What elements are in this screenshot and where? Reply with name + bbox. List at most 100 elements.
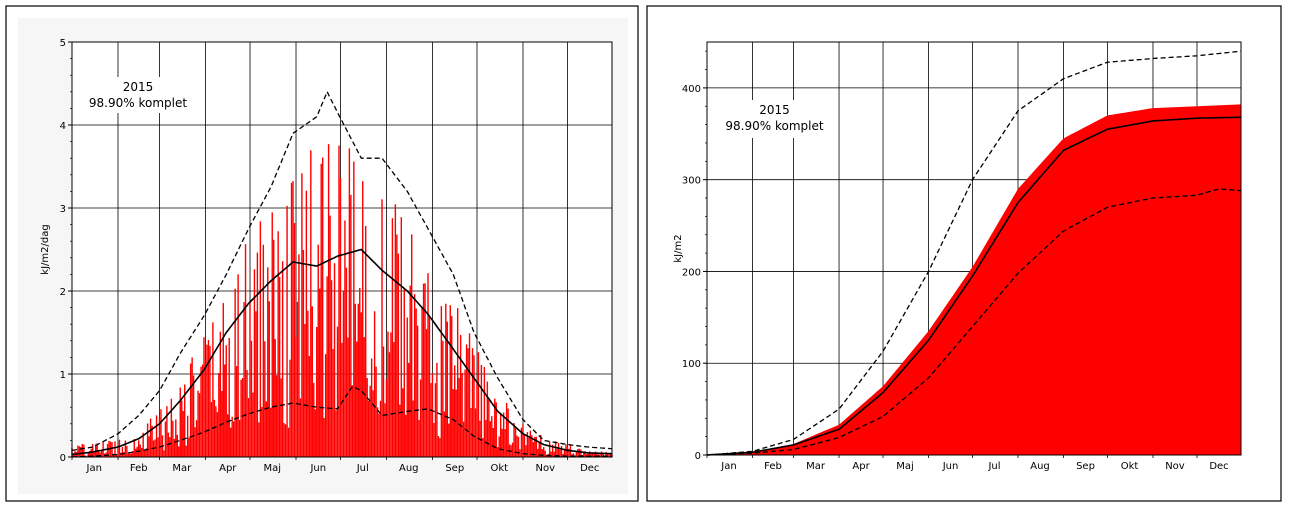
daily-bar [215,406,217,457]
month-label: Maj [264,463,282,474]
daily-bar [227,414,229,457]
daily-bar [502,412,505,457]
daily-bar [170,398,173,457]
daily-bar [528,437,530,457]
daily-bar [538,442,540,457]
daily-bar [218,373,220,457]
daily-bar [519,449,521,457]
daily-bar [143,450,146,457]
daily-bar [602,453,604,457]
daily-bar [295,337,297,457]
daily-bar [353,161,355,457]
daily-bar [370,358,373,457]
daily-bar [124,440,127,457]
daily-bar [268,301,270,457]
daily-bar [160,409,162,457]
daily-bar [577,449,579,457]
daily-bar [267,267,269,457]
daily-bar [416,325,419,457]
daily-bar [514,426,517,457]
daily-bar [476,383,478,457]
daily-bar [403,289,405,457]
daily-bar [179,387,181,457]
daily-bar [78,446,81,457]
daily-bar [175,419,177,457]
daily-bar [563,448,566,457]
daily-bar [243,302,245,457]
daily-bar [89,451,91,457]
daily-bar [459,334,462,457]
daily-bar [311,306,313,457]
daily-bar [228,337,230,457]
daily-bar [498,436,500,457]
daily-bar [424,283,426,457]
x-axis: Jan Feb Mar Apr Maj Jun Jul Aug Sep Okt Nov Dec [71,457,599,474]
daily-bar [182,411,184,457]
daily-bar [97,451,100,457]
daily-bar [298,254,300,457]
daily-bar [554,441,557,457]
daily-bar [92,444,94,457]
daily-bar [596,452,598,457]
y-tick-label: 200 [682,267,701,278]
daily-bar [559,449,561,457]
daily-bar [456,308,459,457]
daily-bar [494,398,496,457]
daily-bar [283,423,285,457]
month-label: Dec [1209,461,1228,472]
daily-bar [572,453,575,457]
daily-bar [356,341,358,457]
daily-bar [384,403,386,457]
daily-bar [145,448,147,457]
daily-bar [489,421,492,457]
daily-bar [194,427,196,457]
y-tick-label: 2 [60,287,66,298]
daily-bar [157,437,159,457]
daily-bar [249,301,251,457]
daily-bar [434,383,437,457]
daily-bar [253,269,256,457]
daily-bar [584,451,586,457]
daily-bar [114,441,116,457]
daily-bar [525,445,527,457]
daily-bar [81,443,84,457]
daily-bar [511,442,514,457]
daily-bar [532,442,535,457]
daily-bar [87,451,89,457]
daily-bar [606,453,609,457]
daily-bar [589,451,591,457]
daily-bar [385,379,388,457]
daily-bar [238,419,241,457]
daily-bar [534,436,536,457]
daily-bar [299,398,302,457]
daily-bar [586,454,588,457]
daily-bar [467,348,469,457]
daily-bar [286,205,288,457]
daily-bar [296,301,299,457]
daily-bar [428,316,431,457]
daily-bar [271,212,273,457]
daily-bar [158,417,161,457]
daily-bar [568,448,570,457]
daily-bar [566,446,569,457]
daily-bar [600,451,603,457]
daily-bar [350,194,352,457]
y-tick-label: 100 [682,359,701,370]
month-label: Feb [764,461,782,472]
daily-bar [265,401,268,457]
daily-bar [440,306,443,457]
daily-bar [140,447,143,457]
daily-bar [319,288,321,457]
month-label: Aug [1030,461,1050,472]
daily-bar [195,420,198,457]
month-label: Mar [806,461,826,472]
daily-bar [373,311,376,457]
daily-bar [455,389,457,457]
daily-bar [437,436,440,457]
daily-bar [454,365,456,457]
daily-bar [118,439,121,457]
daily-bar [278,277,281,457]
daily-bar [391,218,394,457]
y-tick-label: 1 [60,370,66,381]
daily-bar [367,400,370,457]
